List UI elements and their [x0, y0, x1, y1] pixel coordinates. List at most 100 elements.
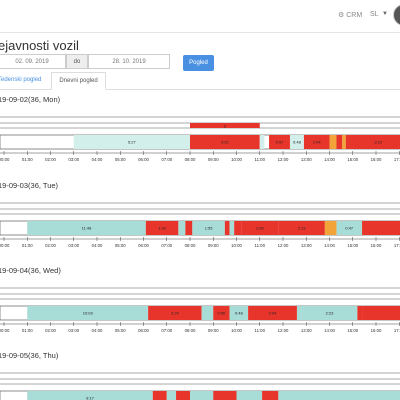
crm-label: CRM: [346, 12, 363, 19]
segment-label: 1:08: [256, 226, 265, 231]
timeline-segment: [185, 221, 193, 235]
segment-label: 0:48: [235, 311, 244, 316]
date-from-input[interactable]: 02. 09. 2019: [0, 54, 66, 69]
time-tick-label: 15:00: [347, 157, 358, 162]
time-tick-label: 00:00: [0, 328, 10, 333]
timeline-segment: [234, 221, 242, 235]
time-tick-label: 01:00: [22, 328, 33, 333]
timeline-segment: [178, 221, 186, 235]
time-tick-label: 08:00: [185, 328, 196, 333]
timeline-segment: [362, 306, 400, 320]
timeline-segment: [329, 135, 337, 149]
segment-label: 2:13: [298, 226, 307, 231]
time-tick-label: 16:00: [371, 328, 382, 333]
segment-label: 0:56: [217, 311, 226, 316]
language-selector[interactable]: SL: [370, 11, 379, 18]
time-tick-label: 12:00: [278, 157, 289, 162]
segment-label: 5:27: [128, 140, 137, 145]
segment-label: 1:04: [313, 140, 322, 145]
time-tick-label: 03:00: [68, 328, 79, 333]
timeline-segment: [192, 221, 225, 235]
timeline-segment: [336, 221, 363, 235]
time-tick-label: 10:00: [231, 328, 242, 333]
timeline-segment: [27, 221, 146, 235]
segment-label: 2:24: [171, 311, 180, 316]
segment-label: 2:04: [269, 311, 278, 316]
time-tick-label: 02:00: [45, 243, 56, 248]
timeline-segment: [152, 391, 167, 400]
time-tick-label: 12:00: [278, 243, 289, 248]
timeline-segment: [148, 306, 202, 320]
view-button[interactable]: Pogled: [183, 55, 214, 71]
tab-weekly[interactable]: Tedenski pogled: [0, 77, 42, 83]
time-tick-label: 05:00: [115, 157, 126, 162]
segment-label: 10:03: [83, 311, 94, 316]
timeline-segment: [248, 306, 297, 320]
segment-label: 3:22: [221, 140, 230, 145]
date-to-input[interactable]: 28. 10. 2019: [88, 54, 170, 69]
time-tick-label: 09:00: [208, 243, 219, 248]
time-tick-label: 12:00: [278, 328, 289, 333]
segment-label: 2:23: [326, 311, 335, 316]
timeline-segment: [296, 306, 302, 320]
time-tick-label: 10:00: [231, 157, 242, 162]
timeline-segment: [262, 391, 279, 400]
time-tick-label: 15:00: [347, 328, 358, 333]
activity-mark: [190, 123, 260, 128]
timeline-segment: [213, 391, 237, 400]
timeline-segment: [201, 306, 214, 320]
timeline-segment: [27, 391, 153, 400]
time-tick-label: 11:00: [255, 243, 266, 248]
time-tick-label: 17:00: [394, 243, 400, 248]
time-tick-label: 05:00: [115, 243, 126, 248]
time-tick-label: 10:00: [231, 243, 242, 248]
timeline-segment: [357, 306, 363, 320]
time-tick-label: 04:00: [92, 328, 103, 333]
time-tick-label: 03:00: [68, 157, 79, 162]
time-tick-label: 14:00: [324, 328, 335, 333]
time-tick-label: 00:00: [0, 243, 10, 248]
top-bar: ⚙ CRM SL ▼: [0, 0, 400, 33]
page-title: ejavnosti vozil: [0, 38, 79, 53]
time-tick-label: 05:00: [115, 328, 126, 333]
timeline-segment: [324, 221, 337, 235]
time-tick-label: 08:00: [185, 243, 196, 248]
time-tick-label: 02:00: [45, 328, 56, 333]
timeline-segment: [236, 391, 263, 400]
day-title: 19-09-05(36, Thu): [0, 351, 59, 360]
timeline-segment: [27, 306, 149, 320]
time-tick-label: 07:00: [161, 157, 172, 162]
segment-label: 3:21: [374, 140, 383, 145]
timeline-segment: [241, 221, 279, 235]
time-tick-label: 06:00: [138, 328, 149, 333]
time-tick-label: 16:00: [371, 243, 382, 248]
timeline-segment: [259, 135, 265, 149]
timeline-segment: [289, 135, 304, 149]
caret-down-icon[interactable]: ▼: [382, 11, 388, 17]
segment-label: 11:48: [82, 226, 92, 231]
timeline-segment: [190, 391, 214, 400]
activity-mark-label: 2: [224, 124, 227, 129]
timeline-segment: [145, 221, 179, 235]
timeline-segment: [336, 135, 343, 149]
date-range-separator: do: [66, 54, 88, 69]
timeline-segment: [278, 391, 400, 400]
time-tick-label: 08:00: [185, 157, 196, 162]
timeline-segment: [229, 306, 249, 320]
tab-daily[interactable]: Dnevni pogled: [51, 72, 106, 90]
segment-label: 0:57: [276, 140, 285, 145]
time-tick-label: 04:00: [92, 243, 103, 248]
timeline-segment: [342, 135, 346, 149]
time-tick-label: 04:00: [92, 157, 103, 162]
view-tabs: Tedenski pogled Dnevni pogled: [0, 72, 400, 90]
time-tick-label: 17:00: [394, 157, 400, 162]
crm-menu[interactable]: ⚙ CRM: [338, 12, 363, 19]
time-tick-label: 11:00: [255, 328, 266, 333]
timeline-segment: [176, 391, 190, 400]
timeline-segment: [166, 391, 177, 400]
time-tick-label: 11:00: [255, 157, 266, 162]
time-tick-label: 06:00: [138, 157, 149, 162]
day-title: 19-09-02(36, Mon): [0, 95, 61, 104]
segment-label: 1:55: [205, 226, 214, 231]
